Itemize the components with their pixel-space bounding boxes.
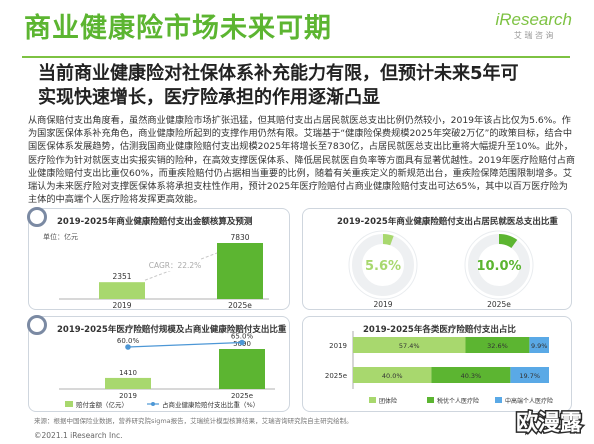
panel-claims-share: 2019-2025年商业健康险赔付支出占居民就医总支出比重 5.6% 2019 10… [302,208,572,310]
legend-label: 赔付金额（亿元） [76,400,128,409]
title-rule [22,56,570,58]
chart-medical-claims: 1410201950902025e60.0%65.0%赔付金额（亿元）占商业健康… [59,333,275,409]
stacked-segment [529,337,549,353]
x-tick-label: 2019 [119,392,137,400]
watermark-text: 欧漫露 [516,410,583,436]
line-point [125,344,131,350]
brand-logo: iResearch 艾 瑞 咨 询 [495,10,572,41]
subtitle-line-2: 实现快速增长，医疗险承担的作用逐渐凸显 [38,87,380,108]
bar [105,377,151,389]
bar [219,349,265,389]
stacked-segment [353,337,466,353]
watermark-logo: 欧漫露 [514,409,584,438]
stacked-segment [510,367,549,383]
y-tick-label: 2019 [329,342,347,350]
stacked-segment [465,337,530,353]
segment-value-label: 32.6% [487,342,508,350]
donut-category-label: 2025e [487,300,511,309]
bar-value-label: 2351 [112,272,131,281]
bar [217,243,263,299]
cagr-arrow [144,252,218,281]
legend-swatch [369,397,376,403]
line-point [239,339,245,346]
brand-sub: 艾 瑞 咨 询 [513,31,554,40]
panel-medical-mix: 2019-2025年各类医疗险赔付支出占比 2019 57.4% 32.6% 9.9%… [302,316,572,412]
series-line [127,341,243,348]
chart-title: 2019-2025年商业健康险赔付支出占居民就医总支出比重 [337,217,558,227]
panel-medical-claims: 2019-2025年医疗险赔付规模及占商业健康险赔付支出比重 141020195… [27,315,290,412]
bar [99,282,145,299]
stacked-segment [353,367,432,383]
legend-swatch [427,397,434,403]
brand-name: iResearch [495,10,572,29]
legend-swatch [65,401,73,407]
legend-label: 中高端个人医疗险 [505,397,553,405]
chart-claims-amount: 单位：亿元 2351 2019 7830 2025e CAGR：22.2% [43,232,269,310]
y-tick-label: 2025e [325,372,347,380]
line-value-label: 60.0% [117,337,140,345]
segment-value-label: 57.4% [399,342,420,350]
segment-value-label: 40.0% [382,372,403,380]
x-tick-label: 2025e [228,301,252,310]
cagr-label: CAGR：22.2% [149,261,202,270]
legend-label: 团体险 [379,397,397,405]
chart-title: 2019-2025年各类医疗险赔付支出占比 [363,325,516,335]
panel-icon [27,315,47,335]
subtitle-line-1: 当前商业健康险对社保体系补充能力有限，但预计未来5年可 [38,63,519,84]
chart-medical-mix: 2019 57.4% 32.6% 9.9% 2025e 40.0% 40.3% 19.7% 团体… [325,331,553,405]
stacked-segment [431,367,511,383]
x-tick-label: 2019 [112,301,131,310]
panel-icon [27,207,47,227]
donut-outer-ring [348,230,418,300]
cagr-box [149,259,201,271]
line-value-label: 65.0% [231,333,254,341]
x-tick-label: 2025e [231,392,253,400]
donut-value-label: 5.6% [365,259,401,274]
legend-swatch [151,402,155,406]
chart-claims-share: 5.6% 2019 10.0% 2025e [348,230,534,309]
bar-value-label: 7830 [230,233,249,242]
legend-swatch [495,397,502,403]
page-title: 商业健康险市场未来可期 [24,13,332,44]
page-subtitle: 当前商业健康险对社保体系补充能力有限，但预计未来5年可 实现快速增长，医疗险承担… [38,62,568,110]
donut-outer-ring [464,230,534,300]
legend-label: 税优个人医疗险 [437,397,479,405]
donut-slice [352,234,414,296]
chart-title: 2019-2025年医疗险赔付规模及占商业健康险赔付支出比重 [57,325,287,335]
body-paragraph: 从商保赔付支出角度看，虽然商业健康险市场扩张迅猛，但其赔付支出占居民就医总支出比… [28,115,576,206]
copyright: ©2021.1 iResearch Inc. [34,431,123,440]
donut-value-label: 10.0% [476,259,521,274]
chart-title: 2019-2025年商业健康险赔付支出金额核算及预测 [57,217,253,227]
y-axis-unit: 单位：亿元 [43,232,78,241]
bar-value-label: 1410 [119,369,137,377]
donut-slice [468,234,530,296]
segment-value-label: 9.9% [531,342,548,350]
legend-label: 占商业健康险赔付支出比重（%） [162,400,259,409]
segment-value-label: 19.7% [519,372,540,380]
panel-claims-amount: 2019-2025年商业健康险赔付支出金额核算及预测 单位：亿元 2351 2019… [27,207,290,310]
segment-value-label: 40.3% [461,372,482,380]
donut-category-label: 2019 [373,300,392,309]
source-note: 来源：根据中国保险业数据，营养研究院sigma报告，艾瑞统计模型核算结果，艾瑞咨… [34,417,353,425]
